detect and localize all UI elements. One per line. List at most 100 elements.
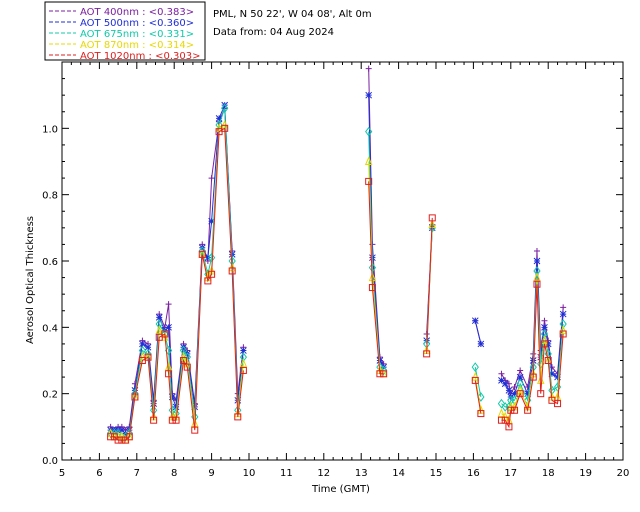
data-point [161,330,169,338]
data-point [183,352,191,363]
data-point [364,156,373,165]
data-point [533,280,541,288]
data-point [497,398,506,409]
x-tick-label: 8 [171,468,177,479]
data-point [524,390,531,398]
data-point [179,345,188,356]
data-point [544,340,552,348]
data-point [501,380,509,388]
data-point [477,340,485,348]
data-point [191,426,199,434]
data-point [548,370,556,378]
series-line [474,380,482,414]
station-title: PML, N 50 22', W 04 08', Alt 0m [213,9,372,20]
x-axis-label: Time (GMT) [311,484,370,495]
series-1 [107,91,567,437]
y-tick-label: 1.0 [42,124,58,135]
legend-entry: AOT 500nm : <0.360> [80,18,194,29]
data-point [507,406,515,414]
data-point [505,423,513,431]
data-point [172,403,180,411]
data-point [165,301,172,308]
legend-entry: AOT 1020nm : <0.303> [80,51,200,62]
x-tick-label: 14 [392,468,405,479]
data-point [533,272,541,282]
x-tick-label: 19 [579,468,592,479]
data-point [559,330,567,338]
data-point [477,410,485,418]
series-line [501,270,564,408]
data-point [118,426,126,434]
series-line [110,104,244,435]
data-point [501,416,509,424]
data-point [497,408,506,418]
data-point [215,115,223,122]
data-point [471,362,479,372]
y-tick-label: 0.0 [42,456,58,467]
data-point [131,393,139,401]
data-point [125,433,133,441]
series-0 [107,65,567,434]
data-point [533,257,541,265]
data-point [540,340,548,348]
x-tick-label: 18 [542,468,555,479]
data-point [155,314,163,321]
data-point [365,126,373,137]
data-point [540,329,549,339]
series-4 [107,124,567,444]
data-point [365,65,372,72]
data-point [107,433,115,441]
x-tick-label: 20 [617,468,630,479]
data-point [553,382,562,392]
data-point [471,317,479,325]
data-point [168,393,176,401]
data-point [516,390,524,398]
data-point [544,357,552,364]
x-tick-label: 17 [504,468,517,479]
data-point [239,366,247,374]
series-line [474,376,482,411]
data-point [560,304,567,311]
data-point [118,436,126,444]
data-point [144,343,152,351]
x-tick-label: 12 [317,468,330,479]
data-point [165,323,172,331]
y-tick-label: 0.6 [42,257,58,268]
x-tick-label: 11 [280,468,293,479]
data-point [428,214,436,222]
data-point [221,124,229,132]
data-point [114,436,122,444]
legend-entry: AOT 400nm : <0.383> [80,7,194,18]
series-line [501,284,564,429]
data-point [524,406,532,414]
data-point [239,358,248,368]
data-point [529,373,537,381]
data-point [240,347,247,354]
series-line [368,181,384,375]
data-point [540,335,549,345]
data-point [165,370,173,378]
data-point [204,277,212,285]
data-point [234,413,242,421]
data-point [516,373,524,381]
data-point [376,370,384,378]
y-tick-label: 0.4 [42,323,58,334]
x-tick-label: 15 [430,468,443,479]
data-point [125,428,133,439]
legend-frame [44,1,206,61]
data-point [228,267,236,275]
legend-entry: AOT 675nm : <0.331> [80,29,194,40]
data-point [180,357,188,364]
x-tick-label: 6 [96,468,102,479]
data-point [221,103,229,114]
data-point [516,378,524,389]
data-point [541,317,548,324]
data-point [511,390,518,398]
data-point [198,250,206,258]
x-tick-label: 10 [243,468,256,479]
series-line [110,108,244,438]
series-line [368,161,384,375]
data-point [541,323,548,331]
data-point [559,325,567,335]
series-line [426,217,433,354]
